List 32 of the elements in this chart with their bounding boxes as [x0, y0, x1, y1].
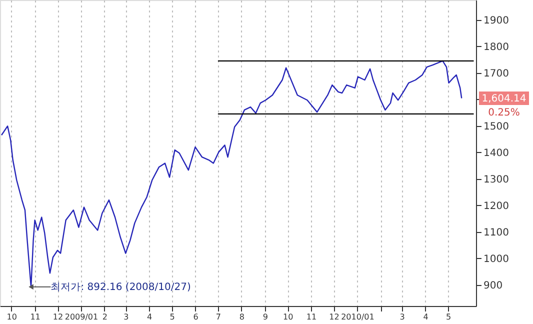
x-tick-label: 10: [282, 312, 294, 322]
annotation: 최저가: 892.16 (2008/10/27): [50, 282, 191, 293]
x-tick-label: 4: [147, 312, 152, 322]
text: 1,604.14: [482, 93, 526, 104]
x-tick-label: 6: [193, 312, 198, 322]
x-tick-label: 3: [400, 312, 405, 322]
y-tick-label: 1200: [484, 200, 509, 212]
y-tick-label: 1900: [484, 15, 509, 26]
x-tick-label: 9: [262, 312, 268, 322]
x-tick-label: 12: [329, 312, 340, 322]
x-tick-label: 2010/01: [341, 312, 374, 322]
y-tick-label: 1300: [484, 174, 509, 186]
x-tick-label: 5: [446, 312, 452, 322]
x-tick-label: 4: [423, 312, 428, 322]
y-tick-label: 1100: [484, 227, 509, 238]
y-tick-label: 1800: [484, 42, 509, 53]
text: 0.25%: [488, 107, 520, 118]
x-tick-label: 2: [102, 312, 108, 322]
x-tick-label: 5: [170, 312, 175, 322]
y-tick-label: 1700: [484, 68, 509, 80]
x-tick-label: 8: [239, 312, 244, 322]
x-tick-label: 3: [124, 312, 129, 322]
y-tick-label: 1500: [484, 121, 509, 132]
y-tick-label: 900: [484, 280, 503, 292]
x-tick-label: 2009/01: [64, 312, 98, 322]
x-tick-label: 10: [6, 312, 17, 322]
x-tick-label: 7: [216, 312, 221, 322]
x-tick-label: 11: [30, 312, 40, 322]
y-tick-label: 1000: [484, 254, 509, 265]
x-tick-label: 11: [306, 312, 317, 322]
y-tick-label: 1400: [484, 148, 509, 159]
x-tick-label: 12: [52, 312, 64, 322]
